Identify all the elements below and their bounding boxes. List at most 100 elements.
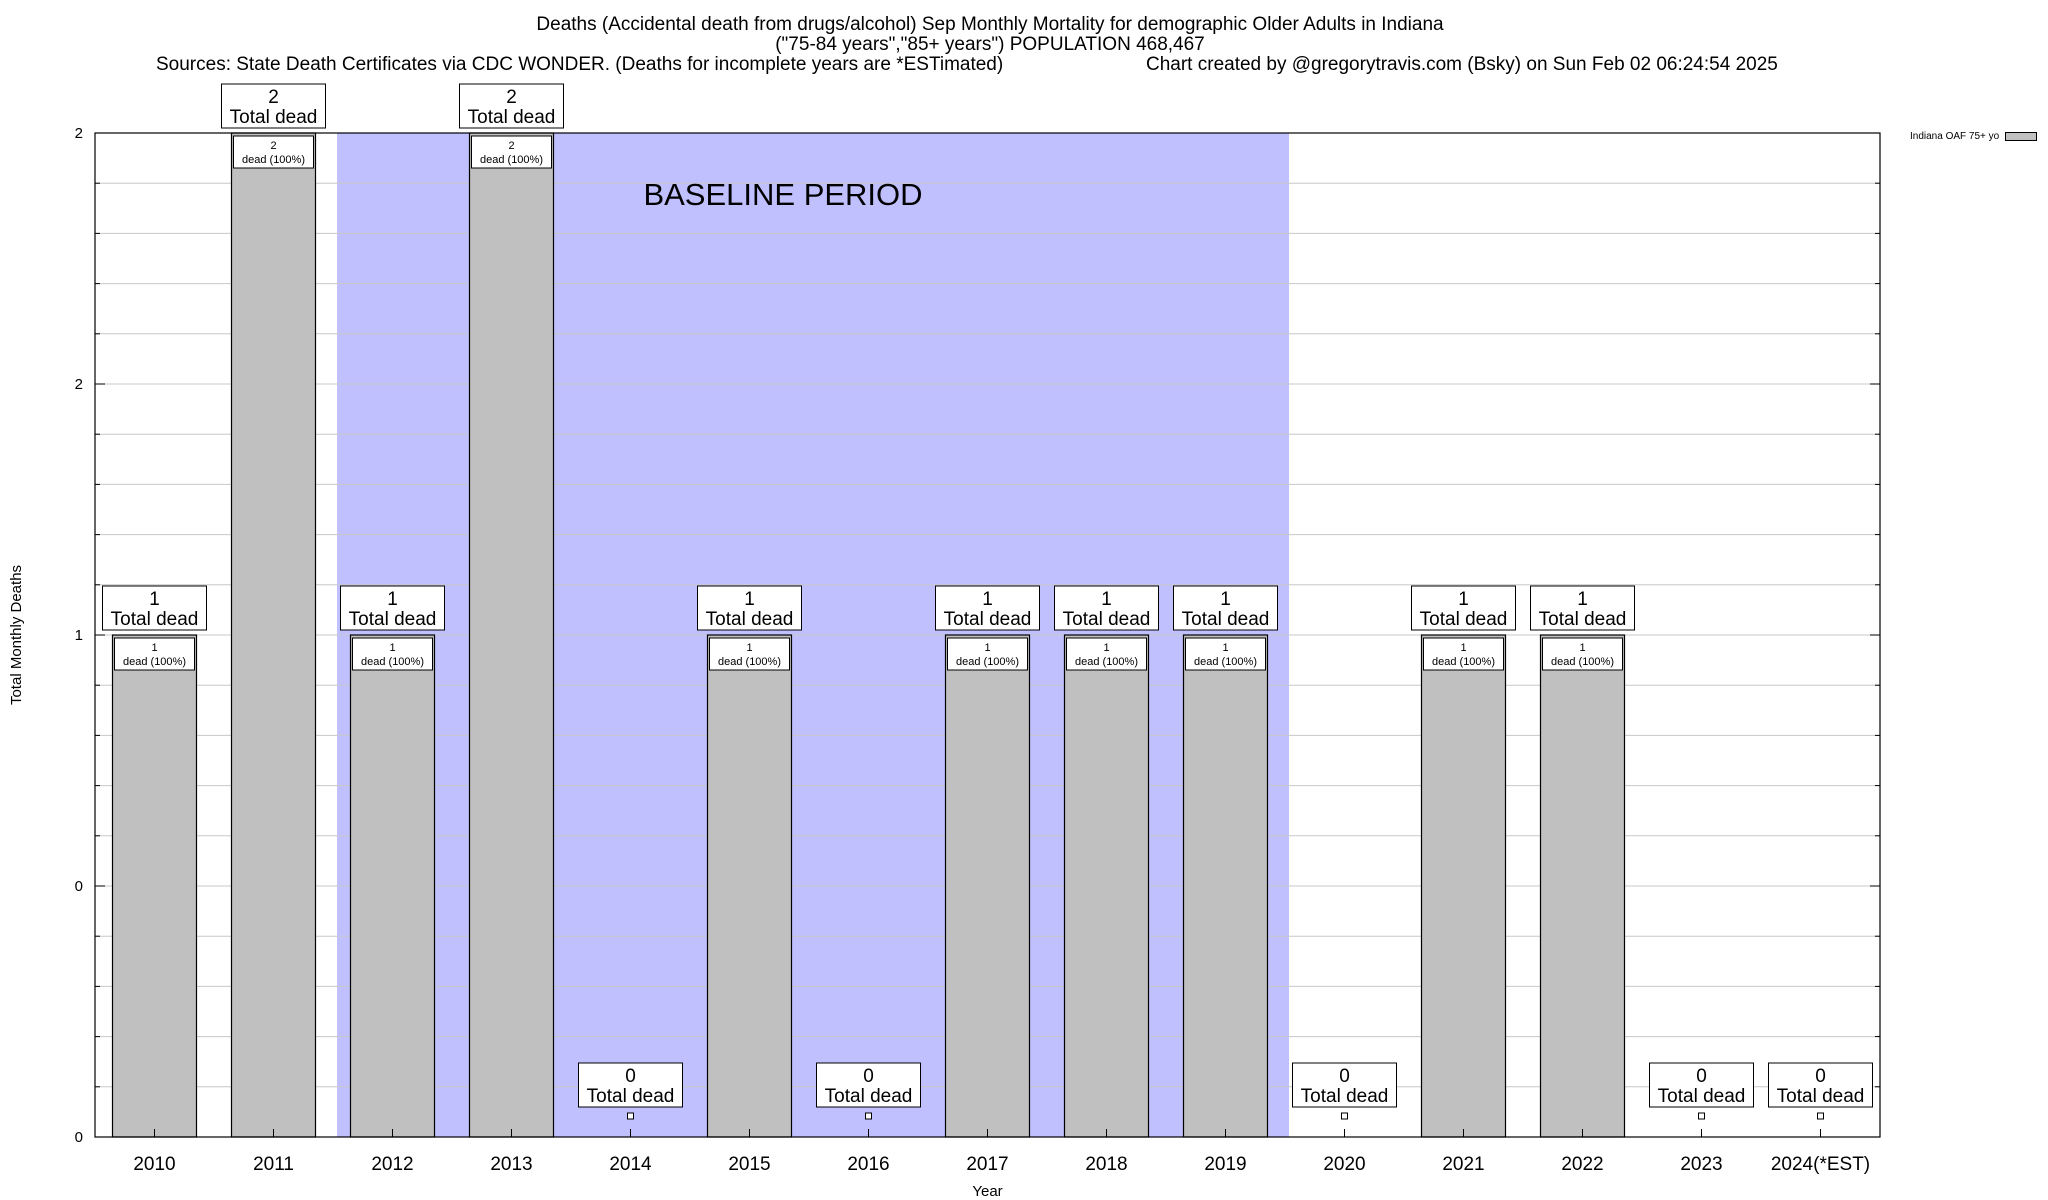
legend-swatch	[2005, 132, 2038, 141]
total-label-text: Total dead	[1539, 609, 1627, 630]
total-label-text: Total dead	[111, 609, 199, 630]
inner-label-count: 1	[1460, 642, 1466, 654]
bar	[706, 634, 793, 1138]
x-tick-label: 2017	[966, 1154, 1008, 1175]
x-axis-label: Year	[972, 1183, 1002, 1200]
inner-label-text: dead (100%)	[1432, 656, 1495, 668]
inner-label-count: 1	[151, 642, 157, 654]
total-label-text: Total dead	[706, 609, 794, 630]
x-tick-label: 2023	[1680, 1154, 1722, 1175]
total-label-box	[935, 585, 1040, 631]
inner-label-box	[1423, 637, 1504, 671]
total-label-box	[340, 585, 445, 631]
zero-marker	[627, 1112, 634, 1120]
total-label-text: Total dead	[825, 1086, 913, 1107]
inner-label-box	[233, 135, 314, 169]
total-label-text: Total dead	[1301, 1086, 1389, 1107]
inner-label-count: 2	[508, 140, 514, 152]
total-label-box	[102, 585, 207, 631]
inner-label-box	[1542, 637, 1623, 671]
total-label-count: 0	[863, 1066, 874, 1087]
inner-label-text: dead (100%)	[1075, 656, 1138, 668]
total-label-box	[1411, 585, 1516, 631]
total-label-box	[697, 585, 802, 631]
x-tick-label: 2016	[847, 1154, 889, 1175]
bar	[1182, 634, 1269, 1138]
inner-label-count: 1	[984, 642, 990, 654]
chart-credit: Chart created by @gregorytravis.com (Bsk…	[1146, 54, 1778, 75]
total-label-count: 1	[1577, 589, 1588, 610]
total-label-box	[578, 1062, 683, 1108]
x-tick-label: 2015	[728, 1154, 770, 1175]
inner-label-count: 1	[389, 642, 395, 654]
inner-label-count: 1	[1222, 642, 1228, 654]
total-label-count: 1	[744, 589, 755, 610]
x-tick-label: 2021	[1442, 1154, 1484, 1175]
x-tick-label: 2011	[253, 1154, 294, 1175]
total-label-text: Total dead	[1182, 609, 1270, 630]
total-label-box	[459, 83, 564, 129]
x-tick-label: 2024(*EST)	[1771, 1154, 1870, 1175]
x-tick-label: 2018	[1085, 1154, 1127, 1175]
inner-label-count: 1	[1103, 642, 1109, 654]
total-label-count: 0	[1339, 1066, 1350, 1087]
total-label-text: Total dead	[1658, 1086, 1746, 1107]
bar	[230, 132, 317, 1138]
bar	[1063, 634, 1150, 1138]
legend: Indiana OAF 75+ yo	[1910, 131, 2038, 142]
total-label-box	[1173, 585, 1278, 631]
total-label-box	[1768, 1062, 1873, 1108]
zero-marker	[1698, 1112, 1705, 1120]
x-tick-label: 2014	[609, 1154, 652, 1175]
inner-label-box	[1066, 637, 1147, 671]
total-label-count: 1	[1458, 589, 1469, 610]
total-label-count: 2	[268, 87, 279, 108]
plot-frame	[94, 132, 1881, 1138]
inner-label-box	[1185, 637, 1266, 671]
inner-label-box	[114, 637, 195, 671]
bar	[349, 634, 436, 1138]
bar	[1420, 634, 1507, 1138]
chart-sources: Sources: State Death Certificates via CD…	[156, 54, 1004, 75]
y-tick-label: 2	[75, 125, 83, 142]
y-tick-label: 1	[75, 627, 83, 644]
zero-marker	[865, 1112, 872, 1120]
x-tick-label: 2010	[133, 1154, 175, 1175]
inner-label-text: dead (100%)	[718, 656, 781, 668]
inner-label-text: dead (100%)	[1551, 656, 1614, 668]
baseline-period-label: BASELINE PERIOD	[643, 177, 922, 212]
total-label-count: 2	[506, 87, 517, 108]
inner-label-box	[471, 135, 552, 169]
chart-subtitle: ("75-84 years","85+ years") POPULATION 4…	[775, 34, 1205, 55]
inner-label-text: dead (100%)	[123, 656, 186, 668]
x-tick-label: 2012	[371, 1154, 413, 1175]
y-axis-label: Total Monthly Deaths	[8, 565, 25, 705]
inner-label-text: dead (100%)	[956, 656, 1019, 668]
total-label-text: Total dead	[1777, 1086, 1865, 1107]
y-tick-label: 0	[75, 1129, 83, 1146]
inner-label-text: dead (100%)	[242, 154, 305, 166]
total-label-count: 1	[1220, 589, 1231, 610]
inner-label-box	[947, 637, 1028, 671]
total-label-count: 0	[625, 1066, 636, 1087]
inner-label-box	[709, 637, 790, 671]
y-tick-label: 2	[75, 376, 83, 393]
total-label-box	[1054, 585, 1159, 631]
inner-label-count: 2	[270, 140, 276, 152]
inner-label-text: dead (100%)	[361, 656, 424, 668]
chart-title: Deaths (Accidental death from drugs/alco…	[536, 14, 1444, 35]
inner-label-count: 1	[746, 642, 752, 654]
total-label-count: 1	[1101, 589, 1112, 610]
total-label-count: 0	[1815, 1066, 1826, 1087]
x-tick-label: 2019	[1204, 1154, 1246, 1175]
y-tick-label: 0	[75, 878, 83, 895]
inner-label-count: 1	[1579, 642, 1585, 654]
inner-label-text: dead (100%)	[1194, 656, 1257, 668]
total-label-count: 1	[149, 589, 160, 610]
total-label-text: Total dead	[349, 609, 437, 630]
total-label-text: Total dead	[1063, 609, 1151, 630]
total-label-text: Total dead	[587, 1086, 675, 1107]
total-label-text: Total dead	[230, 107, 318, 128]
total-label-box	[1649, 1062, 1754, 1108]
